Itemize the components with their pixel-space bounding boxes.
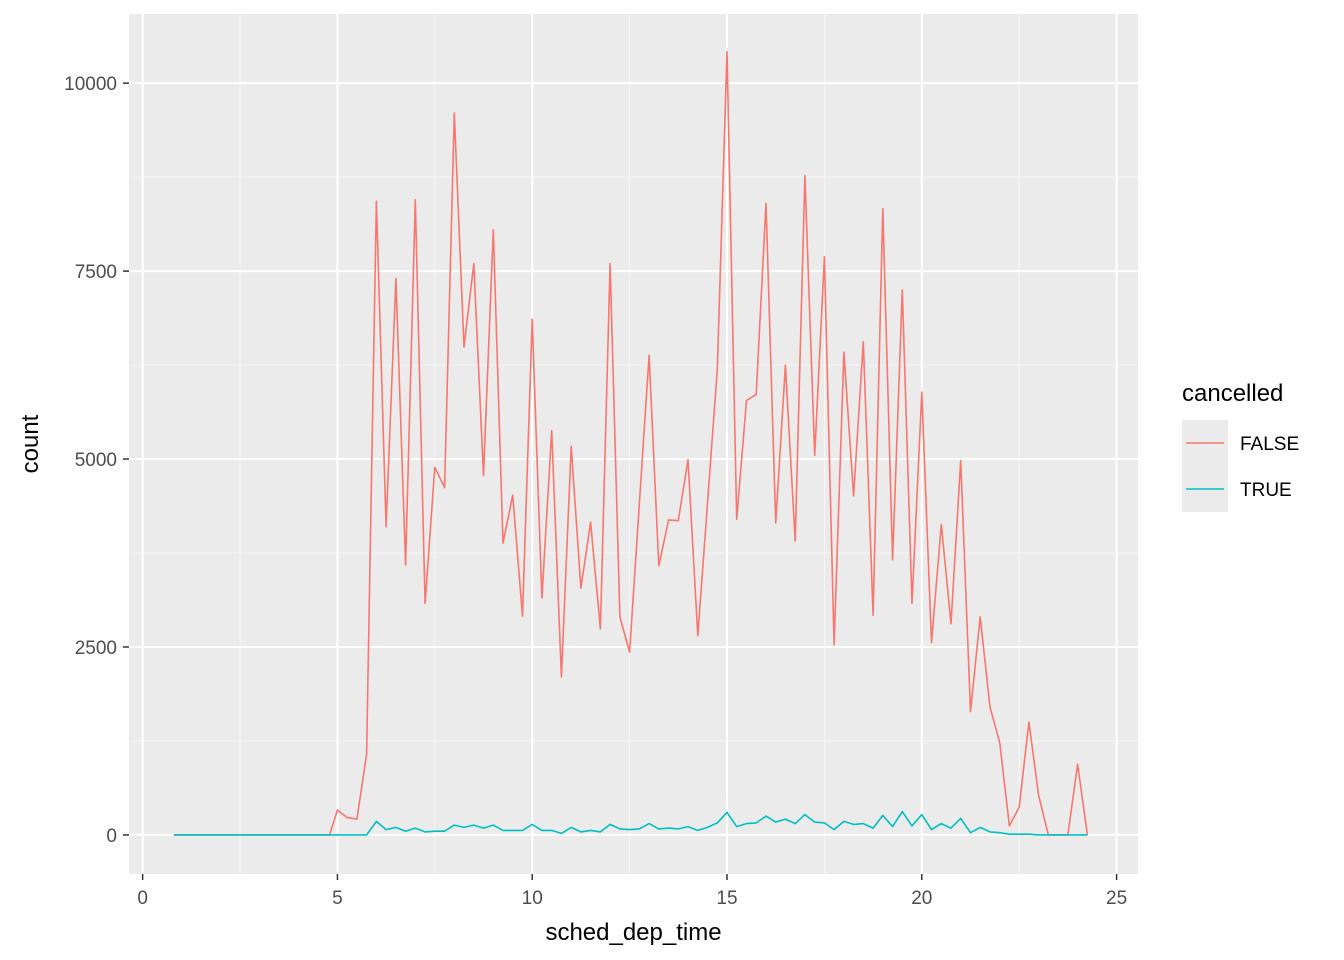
series-line-false [173,50,1089,836]
x-axis-title: sched_dep_time [545,919,721,946]
x-tick-label: 20 [911,888,932,909]
y-axis-title: count [17,414,44,473]
x-tick-label: 10 [522,888,543,909]
x-tick-label: 25 [1106,888,1127,909]
y-tick-label: 5000 [75,450,117,471]
x-tick-label: 15 [716,888,737,909]
series-line-true [173,810,1088,836]
plot-background [129,14,1138,874]
y-tick-label: 2500 [75,638,117,659]
legend-label-true: TRUE [1240,480,1292,501]
major-gridlines [129,14,1138,874]
legend-title: cancelled [1182,380,1283,407]
y-axis: 0 2500 5000 7500 10000 [64,74,129,847]
minor-gridlines [129,14,1138,874]
y-tick-label: 10000 [64,74,117,95]
x-axis: 0 5 10 15 20 25 [137,874,1127,909]
legend-items: FALSE TRUE [1182,420,1299,512]
legend: cancelled FALSE TRUE [1182,380,1299,512]
y-tick-label: 0 [106,826,117,847]
series-lines [173,50,1089,836]
x-tick-label: 0 [137,888,148,909]
legend-label-false: FALSE [1240,434,1299,455]
x-tick-label: 5 [332,888,343,909]
y-tick-label: 7500 [75,262,117,283]
